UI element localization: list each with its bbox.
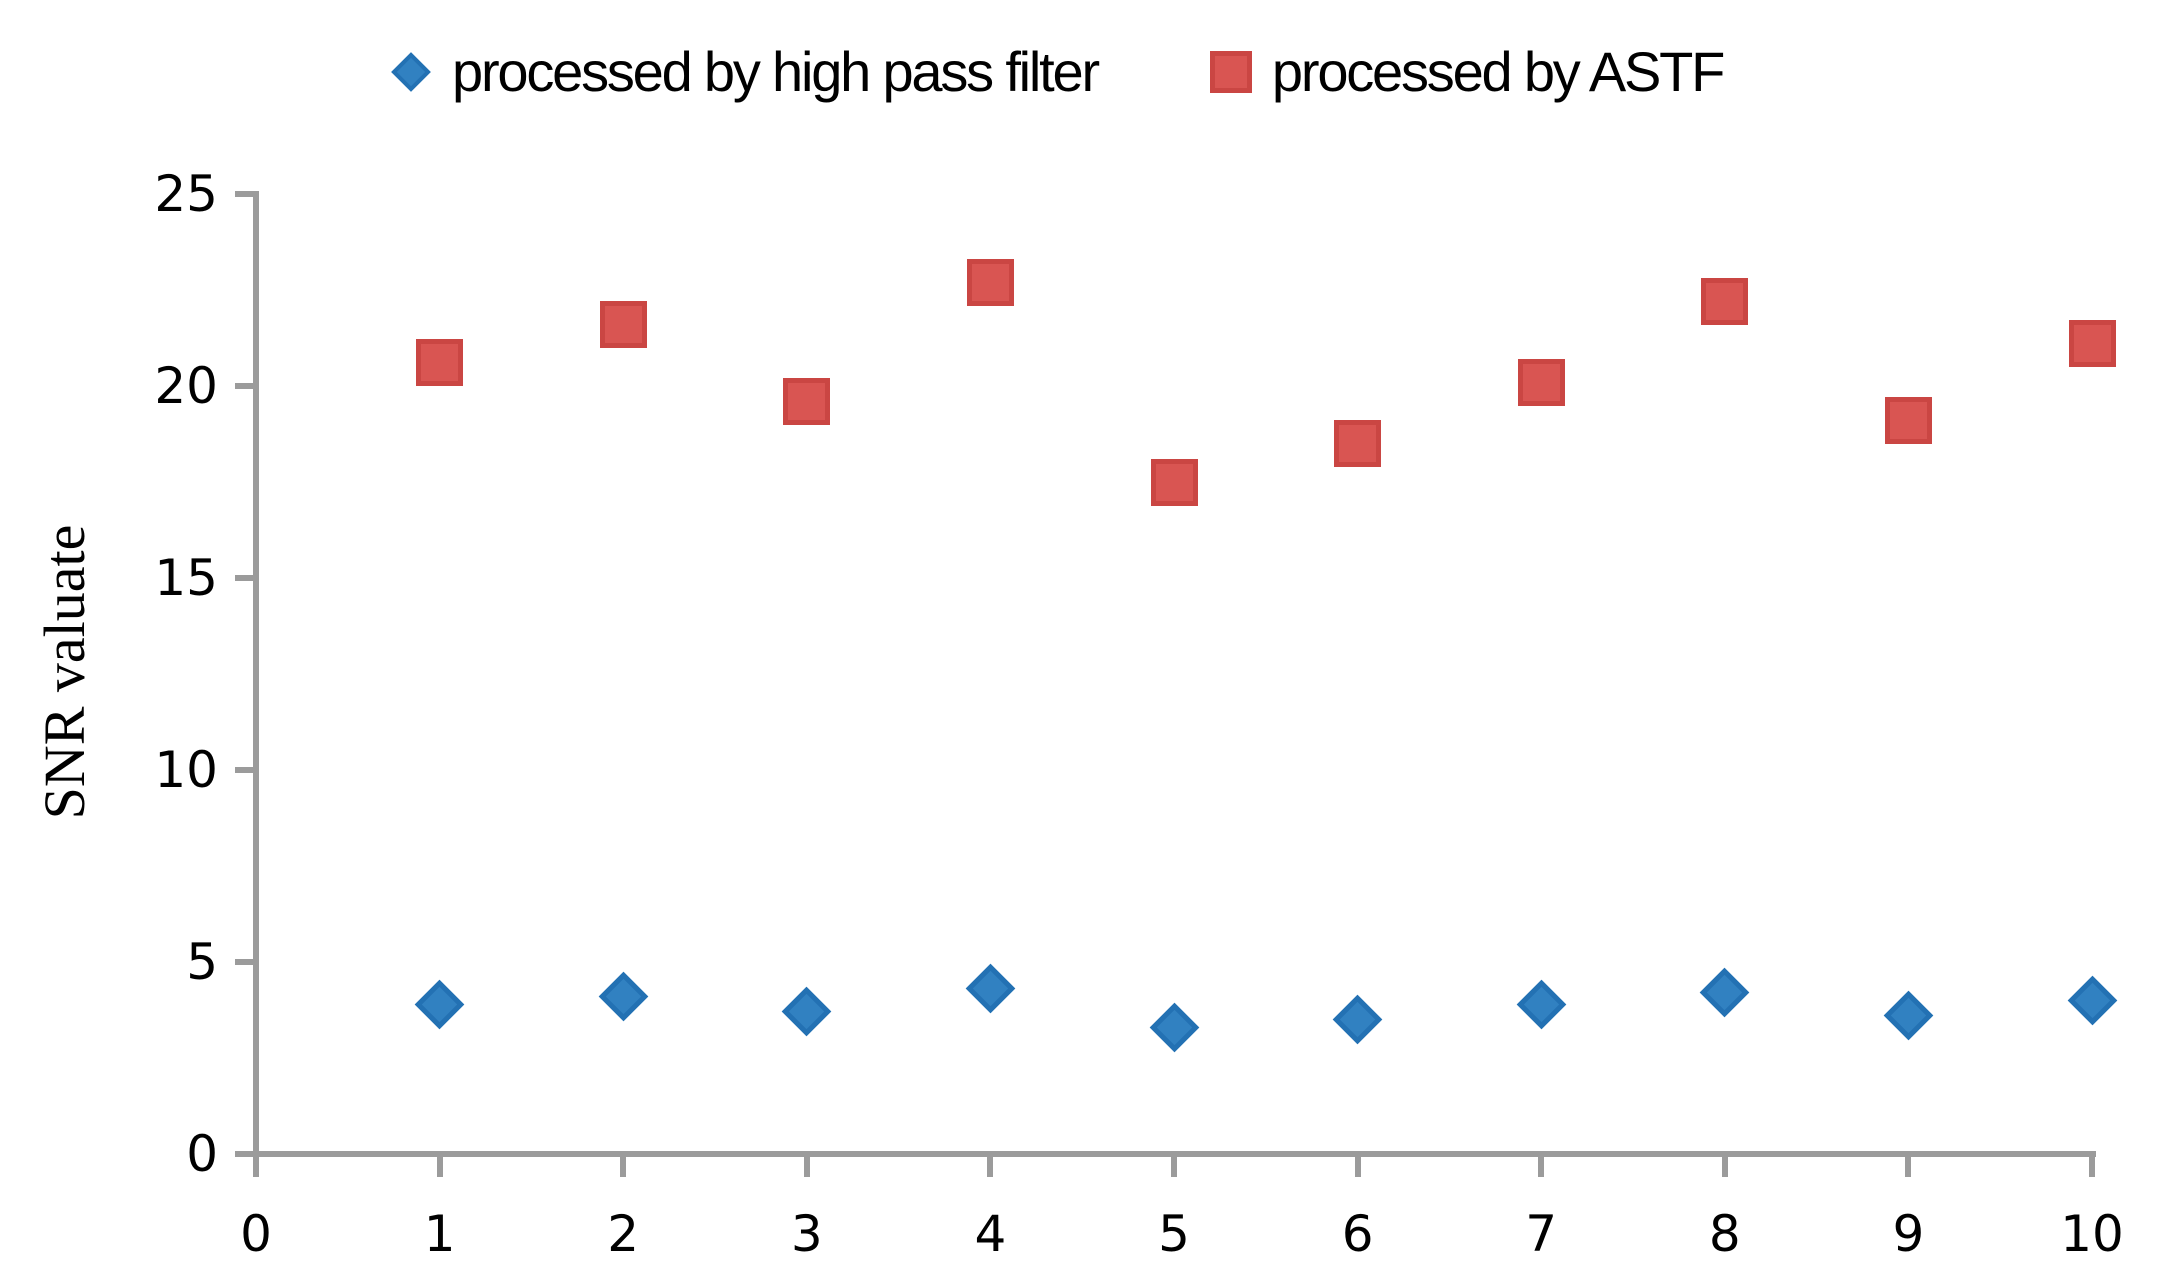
legend: processed by high pass filter processed … [390, 22, 1725, 122]
data-point-diamond [1700, 967, 1750, 1018]
data-point-square [1150, 458, 1198, 506]
legend-item-high-pass-filter: processed by high pass filter [390, 40, 1100, 103]
x-tick [436, 1157, 443, 1177]
data-point-diamond [414, 979, 465, 1029]
x-tick [987, 1157, 994, 1177]
x-tick-label: 2 [607, 1205, 640, 1263]
data-point-diamond [782, 987, 832, 1037]
x-tick-label: 0 [240, 1205, 272, 1263]
x-tick-label: 10 [2060, 1205, 2124, 1263]
x-tick [1721, 1157, 1728, 1177]
data-point-square [599, 301, 647, 349]
x-tick [253, 1157, 259, 1177]
square-marker-icon [1209, 51, 1252, 93]
x-tick [1171, 1157, 1177, 1177]
x-tick-label: 9 [1892, 1205, 1925, 1263]
x-tick-label: 7 [1525, 1205, 1558, 1263]
y-tick-label: 0 [186, 1125, 218, 1183]
x-tick-label: 3 [790, 1205, 823, 1263]
y-tick-label: 15 [154, 549, 218, 607]
y-tick-label: 10 [154, 741, 218, 799]
y-tick [235, 1151, 254, 1157]
data-point-square [1334, 420, 1382, 468]
x-tick-label: 6 [1341, 1205, 1374, 1263]
y-tick [235, 959, 254, 965]
diamond-marker-icon [391, 52, 431, 92]
y-axis-line [253, 191, 259, 1157]
data-point-square [1701, 278, 1749, 326]
data-point-diamond [598, 971, 648, 1022]
y-tick-label: 20 [154, 357, 218, 415]
x-tick [803, 1157, 810, 1177]
data-point-square [966, 258, 1014, 306]
x-tick-label: 5 [1158, 1205, 1190, 1263]
y-tick-label: 25 [154, 165, 218, 223]
data-point-square [783, 377, 831, 425]
y-tick [235, 575, 254, 581]
x-tick [1354, 1157, 1361, 1177]
x-tick-label: 1 [423, 1205, 456, 1263]
x-tick-label: 8 [1708, 1205, 1741, 1263]
x-tick [2089, 1157, 2095, 1177]
legend-label: processed by high pass filter [452, 40, 1100, 103]
data-point-diamond [1332, 994, 1383, 1045]
legend-item-astf: processed by ASTF [1209, 40, 1725, 103]
data-point-diamond [1883, 991, 1934, 1041]
data-point-square [1517, 358, 1565, 406]
data-point-diamond [1149, 1002, 1199, 1053]
y-tick [235, 191, 254, 197]
x-axis-line [253, 1151, 2096, 1157]
x-tick [620, 1157, 627, 1177]
data-point-diamond [2067, 975, 2117, 1026]
data-point-square [416, 339, 464, 387]
y-tick-label: 5 [186, 933, 218, 991]
data-point-diamond [965, 964, 1016, 1014]
y-axis-title: SNR valuate [32, 524, 97, 820]
x-tick [1905, 1157, 1912, 1177]
data-point-square [1884, 397, 1932, 445]
x-tick [1538, 1157, 1545, 1177]
x-tick-label: 4 [974, 1205, 1007, 1263]
data-point-diamond [1516, 979, 1566, 1029]
data-point-square [2068, 320, 2116, 368]
y-tick [235, 383, 254, 389]
y-tick [235, 767, 254, 773]
legend-label: processed by ASTF [1271, 40, 1725, 103]
